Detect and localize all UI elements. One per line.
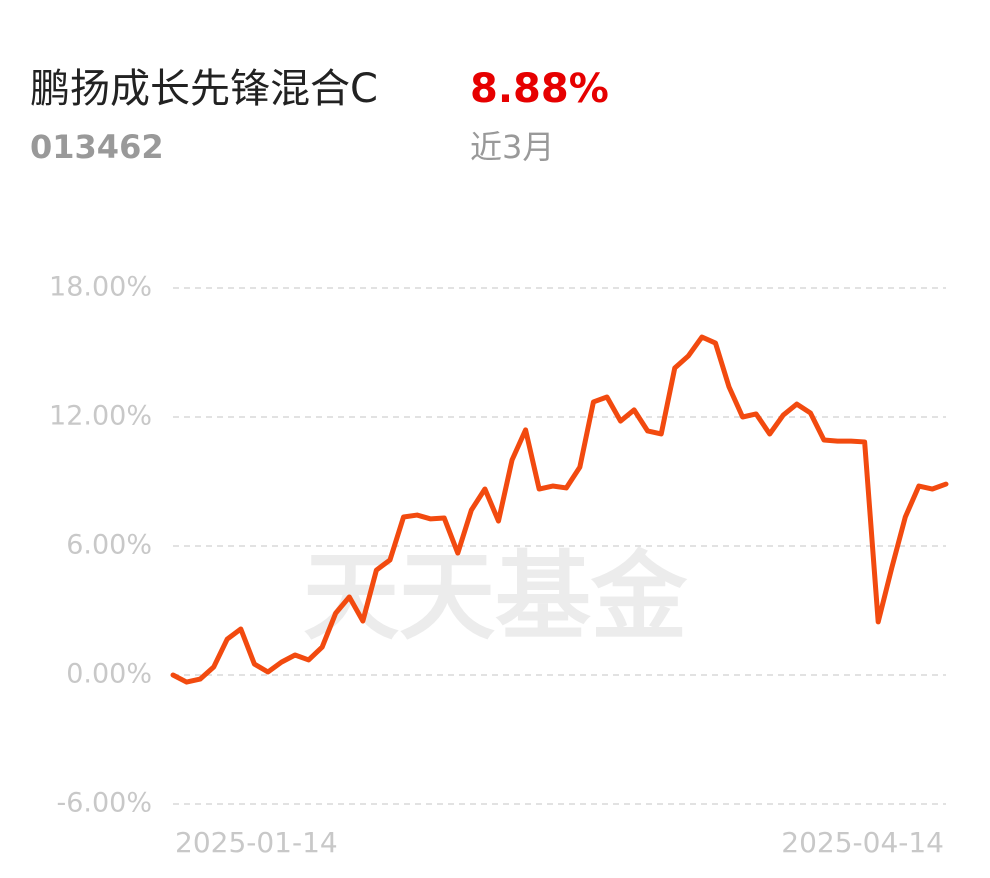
y-tick-label: 6.00%	[66, 530, 152, 561]
period: 近3月	[470, 128, 554, 166]
watermark: 天天基金	[303, 541, 688, 653]
x-tick-label: 2025-01-14	[175, 826, 338, 859]
y-tick-label: 12.00%	[49, 401, 152, 432]
x-tick-label: 2025-04-14	[781, 826, 944, 859]
return: 8.88%	[470, 66, 609, 112]
line	[170, 334, 949, 685]
y-tick-label: 0.00%	[66, 659, 152, 690]
y-tick-label: -6.00%	[56, 788, 152, 819]
y-tick-label: 18.00%	[49, 272, 152, 303]
fund-name: 鹏扬成长先锋混合C	[30, 66, 378, 112]
fund-code: 013462	[30, 128, 164, 166]
